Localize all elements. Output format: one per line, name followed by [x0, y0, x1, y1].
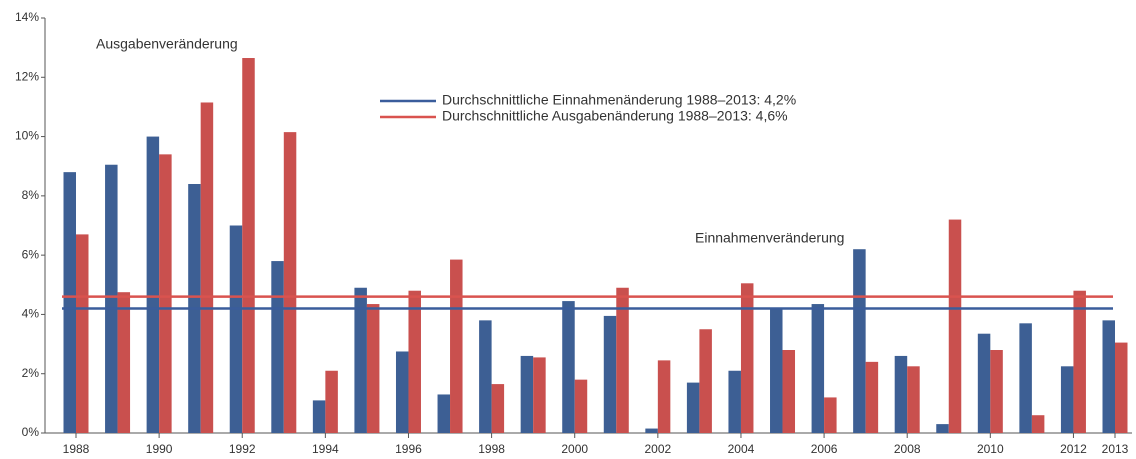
- bar: [770, 308, 783, 433]
- bar: [354, 287, 367, 433]
- legend-label: Durchschnittliche Einnahmenänderung 1988…: [442, 92, 796, 108]
- bar: [1102, 320, 1115, 433]
- bar: [271, 261, 284, 433]
- bar: [229, 225, 243, 433]
- y-tick-label: 6%: [22, 247, 40, 261]
- bar: [728, 370, 741, 433]
- annotation: Einnahmenveränderung: [695, 230, 844, 246]
- bar: [1031, 415, 1045, 433]
- bar: [105, 164, 118, 433]
- bar: [740, 283, 754, 433]
- bar: [865, 361, 879, 433]
- x-tick-label: 1994: [312, 442, 339, 456]
- bar: [146, 136, 160, 434]
- x-tick-label: 2013: [1102, 442, 1129, 456]
- x-tick-label: 1990: [146, 442, 173, 456]
- bar: [325, 370, 338, 433]
- bar: [686, 382, 700, 433]
- bar: [491, 384, 505, 433]
- bar: [657, 360, 671, 433]
- bar: [395, 351, 409, 433]
- bar: [479, 320, 492, 433]
- y-tick-label: 4%: [22, 307, 40, 321]
- bar: [782, 350, 796, 433]
- bar: [811, 304, 825, 433]
- x-tick-label: 2008: [894, 442, 921, 456]
- x-tick-label: 2006: [811, 442, 838, 456]
- x-tick-label: 1992: [229, 442, 256, 456]
- bar: [1019, 323, 1032, 433]
- y-tick-label: 10%: [15, 129, 39, 143]
- legend-label: Durchschnittliche Ausgabenänderung 1988–…: [442, 108, 788, 124]
- bar: [200, 102, 214, 433]
- bar: [894, 355, 908, 433]
- bar: [824, 397, 837, 433]
- bar: [616, 287, 629, 433]
- bar: [312, 400, 326, 433]
- bar: [936, 424, 949, 433]
- x-tick-label: 2000: [561, 442, 588, 456]
- bar: [1060, 366, 1074, 433]
- bar: [437, 394, 451, 433]
- y-tick-label: 2%: [22, 366, 40, 380]
- bar: [562, 301, 575, 433]
- bar: [1115, 342, 1128, 433]
- x-tick-label: 2010: [977, 442, 1004, 456]
- y-tick-label: 12%: [15, 69, 39, 83]
- bar: [533, 357, 546, 433]
- bar: [159, 154, 172, 433]
- bar: [948, 219, 962, 433]
- x-tick-label: 1988: [63, 442, 90, 456]
- bar: [907, 366, 920, 433]
- annotation: Ausgabenveränderung: [96, 36, 238, 52]
- bar: [63, 172, 76, 433]
- bar: [574, 379, 588, 433]
- bar: [450, 259, 463, 433]
- bar: [603, 315, 617, 433]
- bar: [283, 132, 297, 433]
- bar: [977, 333, 991, 433]
- y-tick-label: 8%: [22, 188, 40, 202]
- bar: [117, 292, 131, 433]
- bar: [520, 355, 534, 433]
- x-tick-label: 1998: [478, 442, 505, 456]
- bar: [990, 350, 1003, 433]
- bar: [242, 58, 255, 434]
- x-tick-label: 2002: [644, 442, 671, 456]
- y-tick-label: 14%: [15, 10, 39, 24]
- bar: [76, 234, 89, 433]
- bar: [645, 428, 658, 433]
- bar: [853, 249, 866, 433]
- x-tick-label: 2004: [728, 442, 755, 456]
- bar: [366, 304, 380, 433]
- y-tick-label: 0%: [22, 425, 40, 439]
- bar: [1073, 290, 1086, 433]
- bar: [699, 329, 712, 433]
- x-tick-label: 2012: [1060, 442, 1087, 456]
- bar: [408, 290, 421, 433]
- x-tick-label: 1996: [395, 442, 422, 456]
